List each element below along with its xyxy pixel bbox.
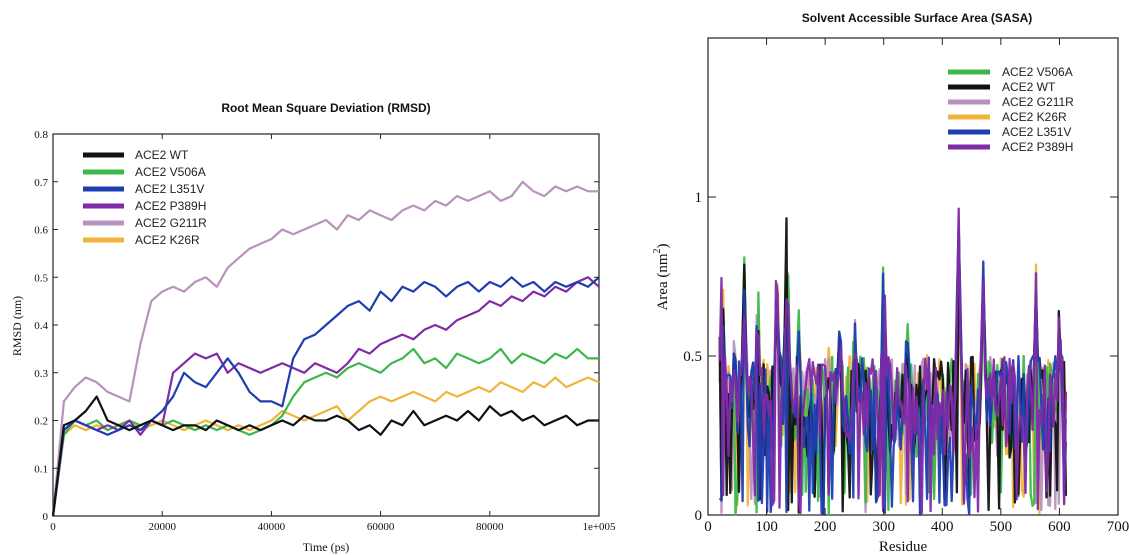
rmsd-series-line: [51, 180, 599, 517]
sasa-x-tick-label: 700: [1107, 519, 1129, 535]
rmsd-x-tick-label: 80000: [476, 521, 504, 533]
rmsd-y-tick-label: 0.1: [34, 463, 48, 475]
sasa-y-axis-label: Area (nm2): [652, 243, 671, 310]
rmsd-series-group: [51, 180, 600, 517]
rmsd-series-line: [51, 276, 600, 517]
rmsd-y-tick-label: 0.5: [34, 272, 48, 284]
sasa-legend-label: ACE2 K26R: [1002, 110, 1067, 124]
sasa-x-tick-label: 400: [931, 519, 954, 535]
rmsd-x-axis-label: Time (ps): [303, 540, 350, 554]
sasa-legend-label: ACE2 L351V: [1002, 125, 1071, 139]
rmsd-x-tick-label: 0: [50, 521, 56, 533]
rmsd-legend-label: ACE2 V506A: [135, 165, 206, 179]
sasa-chart-title: Solvent Accessible Surface Area (SASA): [802, 11, 1033, 25]
sasa-x-axis-label: Residue: [879, 539, 928, 555]
sasa-series-line: [718, 207, 1068, 515]
rmsd-y-axis-label: RMSD (nm): [10, 296, 24, 356]
sasa-legend-label: ACE2 P389H: [1002, 140, 1073, 154]
sasa-x-tick-label: 300: [872, 519, 895, 535]
sasa-x-tick-label: 500: [990, 519, 1013, 535]
rmsd-x-tick-label: 60000: [367, 521, 395, 533]
sasa-y-tick-label: 0: [695, 508, 703, 524]
sasa-legend-label: ACE2 V506A: [1002, 65, 1073, 79]
rmsd-y-tick-label: 0.7: [34, 177, 48, 189]
rmsd-legend: ACE2 WT ACE2 V506A ACE2 L351V ACE2 P389H ACE…: [83, 148, 207, 247]
sasa-series-group: [718, 207, 1068, 516]
sasa-legend-label: ACE2 WT: [1002, 80, 1056, 94]
rmsd-legend-label: ACE2 WT: [135, 148, 189, 162]
rmsd-y-tick-label: 0.2: [34, 416, 48, 428]
rmsd-y-tick-label: 0.6: [34, 225, 48, 237]
sasa-y-tick-label: 1: [695, 190, 703, 206]
sasa-plot-frame: [707, 37, 1119, 516]
rmsd-legend-label: ACE2 K26R: [135, 233, 200, 247]
rmsd-x-tick-label: 20000: [148, 521, 176, 533]
rmsd-x-tick-label: 1e+005: [582, 521, 616, 533]
sasa-x-tick-label: 600: [1048, 519, 1071, 535]
rmsd-series-line: [51, 276, 600, 517]
sasa-x-tick-label: 100: [755, 519, 778, 535]
rmsd-chart: Root Mean Square Deviation (RMSD) 0 20000…: [10, 101, 616, 554]
sasa-legend-label: ACE2 G211R: [1002, 95, 1074, 109]
rmsd-x-tick-label: 40000: [258, 521, 286, 533]
sasa-x-tick-label: 0: [704, 519, 712, 535]
rmsd-y-tick-label: 0.3: [34, 368, 48, 380]
rmsd-legend-label: ACE2 L351V: [135, 182, 204, 196]
rmsd-y-tick-label: 0.4: [34, 320, 48, 332]
rmsd-legend-label: ACE2 G211R: [135, 216, 207, 230]
rmsd-legend-label: ACE2 P389H: [135, 199, 206, 213]
sasa-chart: Solvent Accessible Surface Area (SASA) 0…: [652, 11, 1129, 555]
rmsd-y-tick-label: 0: [43, 511, 49, 523]
rmsd-series-line: [51, 376, 600, 517]
sasa-x-tick-label: 200: [814, 519, 837, 535]
rmsd-series-line: [51, 395, 599, 517]
sasa-y-tick-label: 0.5: [683, 349, 702, 365]
rmsd-y-tick-label: 0.8: [34, 129, 48, 141]
rmsd-chart-title: Root Mean Square Deviation (RMSD): [221, 101, 430, 115]
